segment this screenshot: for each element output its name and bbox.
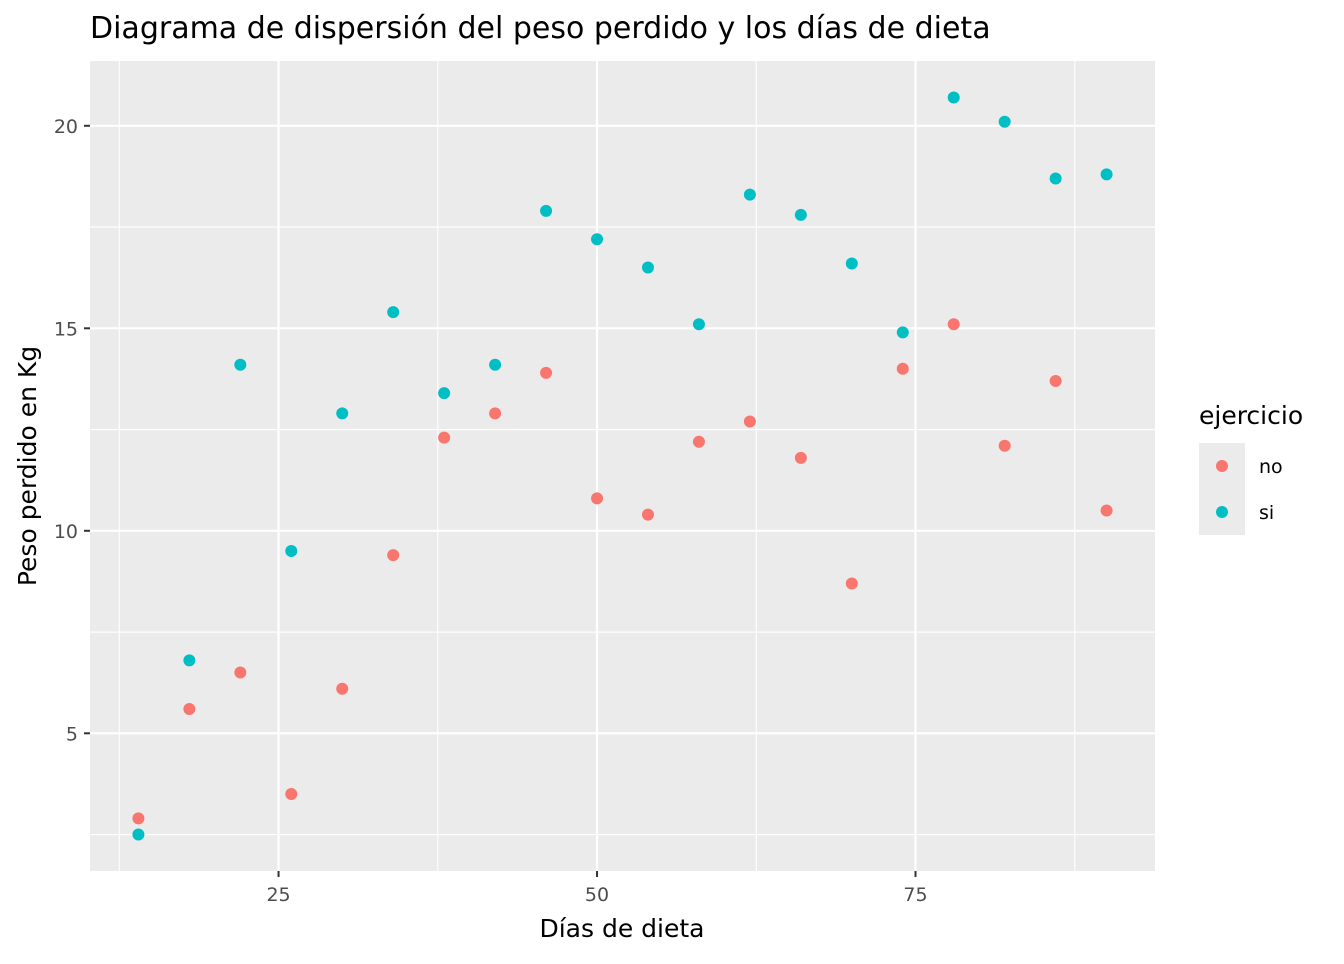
data-point-no xyxy=(489,407,502,420)
data-points xyxy=(132,91,1113,841)
y-tick-label: 5 xyxy=(66,723,78,745)
data-point-no xyxy=(947,318,960,331)
data-point-si xyxy=(1100,168,1113,181)
y-tick-label: 10 xyxy=(54,521,78,543)
data-point-si xyxy=(183,654,196,667)
data-point-si xyxy=(1049,172,1062,185)
y-axis: 5 10 15 20 xyxy=(54,116,90,745)
data-point-no xyxy=(183,703,196,715)
legend-key-background xyxy=(1199,443,1245,535)
major-gridlines xyxy=(90,61,1155,871)
legend-label-no: no xyxy=(1259,456,1283,478)
data-point-si xyxy=(947,91,960,104)
data-point-si xyxy=(438,387,451,400)
y-tick-label: 15 xyxy=(54,318,78,340)
data-point-si xyxy=(540,204,553,217)
data-point-no xyxy=(845,577,858,590)
data-point-no xyxy=(1100,504,1113,517)
data-point-si xyxy=(692,318,705,331)
legend-key-si xyxy=(1216,506,1228,518)
legend-label-si: si xyxy=(1259,502,1274,524)
data-point-no xyxy=(438,431,451,444)
plot-panel xyxy=(90,61,1155,871)
data-point-no xyxy=(641,508,654,521)
data-point-no xyxy=(743,415,756,428)
data-point-si xyxy=(794,208,807,221)
data-point-no xyxy=(285,788,298,801)
data-point-no xyxy=(896,362,909,375)
legend-title: ejercicio xyxy=(1199,401,1303,430)
data-point-no xyxy=(1049,374,1062,387)
legend: ejercicio no si xyxy=(1199,401,1303,535)
y-tick-label: 20 xyxy=(54,116,78,138)
legend-key-no xyxy=(1216,460,1228,472)
minor-gridlines xyxy=(90,61,1155,871)
data-point-no xyxy=(998,439,1011,452)
data-point-no xyxy=(234,666,247,679)
data-point-si xyxy=(489,358,502,371)
data-point-no xyxy=(540,366,553,379)
data-point-no xyxy=(132,812,145,825)
x-axis: 25 50 75 xyxy=(266,871,928,906)
legend-items: no si xyxy=(1216,456,1283,524)
data-point-no xyxy=(387,549,400,562)
data-point-si xyxy=(641,261,654,274)
data-point-no xyxy=(591,492,604,505)
chart-title: Diagrama de dispersión del peso perdido … xyxy=(90,11,991,46)
data-point-si xyxy=(896,326,909,339)
x-tick-label: 50 xyxy=(585,884,609,906)
data-point-si xyxy=(285,545,298,558)
data-point-si xyxy=(336,407,349,420)
data-point-si xyxy=(743,188,756,201)
data-point-no xyxy=(692,435,705,448)
data-point-si xyxy=(591,233,604,246)
x-tick-label: 25 xyxy=(266,884,290,906)
data-point-si xyxy=(234,358,247,371)
data-point-si xyxy=(998,115,1011,128)
data-point-si xyxy=(387,306,400,319)
x-tick-label: 75 xyxy=(903,884,927,906)
data-point-si xyxy=(132,828,145,841)
data-point-si xyxy=(845,257,858,270)
x-axis-title: Días de dieta xyxy=(539,914,704,943)
data-point-no xyxy=(336,682,349,695)
y-axis-title: Peso perdido en Kg xyxy=(13,346,42,586)
data-point-no xyxy=(794,451,807,464)
